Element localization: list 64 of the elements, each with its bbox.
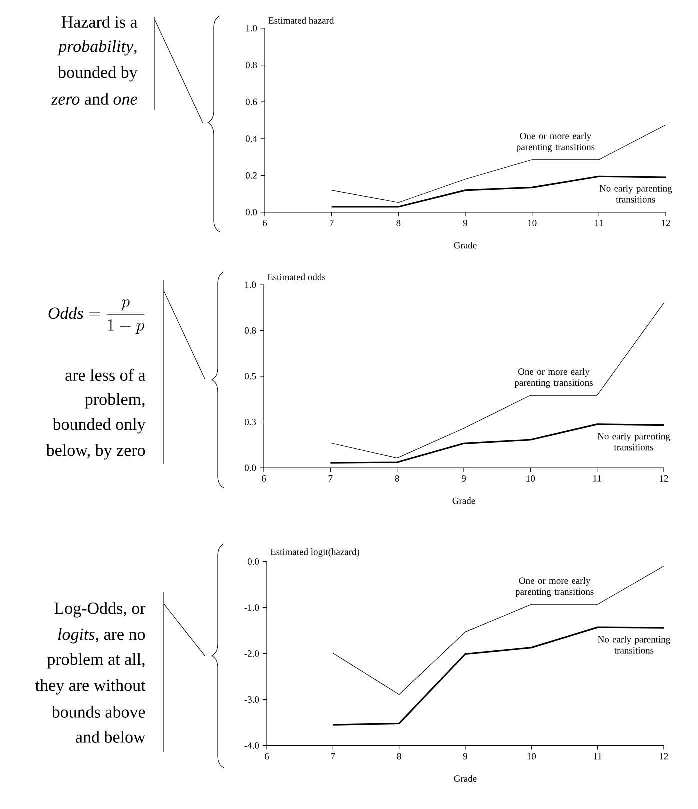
text: problem, (85, 393, 145, 409)
text: logits, are no (58, 628, 146, 644)
y-tick-label: -2.0 (244, 650, 260, 658)
text: below, by zero (46, 444, 146, 460)
x-axis-title: Grade (454, 775, 477, 782)
y-tick-label: 0.0 (248, 558, 260, 566)
x-tick-label: 6 (263, 220, 268, 226)
y-tick-label: 0.6 (246, 98, 258, 106)
x-tick-label: 12 (660, 753, 668, 760)
series-label: No early parenting transitions (598, 636, 670, 654)
x-tick-label: 10 (528, 220, 537, 226)
y-tick-label: -1.0 (244, 604, 260, 612)
y-tick-label: 0.5 (244, 373, 256, 380)
y-axis-title: Estimated hazard (268, 17, 334, 24)
x-tick-label: 8 (397, 753, 402, 760)
text: bounds above (52, 706, 146, 718)
y-axis-title: Estimated odds (268, 274, 326, 280)
text: $\mathit{Odds} = \frac{p}{1-p}$ (48, 300, 145, 334)
text: Hazard is a (62, 16, 138, 28)
x-tick-label: 10 (526, 476, 536, 482)
y-tick-label: -4.0 (244, 742, 260, 750)
x-tick-label: 7 (328, 476, 333, 482)
y-tick-label: 0.8 (246, 62, 258, 69)
text: problem at all, (47, 653, 145, 669)
text: Log-Odds, or (54, 602, 146, 618)
series-label: One or more early parenting transitions (516, 577, 594, 598)
text: bounded only (52, 418, 146, 434)
x-tick-label: 8 (396, 220, 401, 226)
x-tick-label: 9 (463, 220, 468, 226)
x-tick-label: 10 (528, 753, 536, 760)
text: probability, (58, 40, 137, 56)
x-tick-label: 11 (595, 220, 604, 226)
text: they are without (36, 679, 146, 695)
series-label: One or more early parenting transitions (514, 368, 593, 388)
x-tick-label: 12 (662, 220, 670, 226)
y-tick-label: 1.0 (246, 25, 258, 32)
text: and below (76, 731, 146, 743)
x-tick-label: 7 (330, 220, 334, 226)
y-tick-label: 0.0 (246, 209, 258, 216)
y-tick-label: 0.0 (244, 464, 256, 472)
x-tick-label: 8 (395, 476, 400, 482)
series-label: One or more early parenting transitions (516, 132, 595, 152)
series-label: No early parenting transitions (600, 185, 672, 203)
y-axis-title: Estimated logit(hazard) (270, 548, 360, 558)
text: are less of a (66, 368, 146, 382)
y-tick-label: 0.2 (246, 172, 257, 179)
x-tick-label: 12 (660, 476, 668, 482)
x-tick-label: 11 (594, 753, 602, 760)
text: zero and one (51, 93, 138, 105)
x-tick-label: 9 (462, 476, 466, 482)
series-label: No early parenting transitions (598, 432, 670, 451)
y-tick-label: -3.0 (244, 696, 260, 704)
x-axis-title: Grade (454, 242, 477, 249)
y-tick-label: 0.8 (244, 328, 256, 334)
x-tick-label: 6 (265, 753, 270, 760)
x-axis-title: Grade (452, 498, 476, 504)
x-tick-label: 9 (463, 753, 468, 760)
x-tick-label: 6 (262, 476, 266, 482)
y-tick-label: 1.0 (245, 282, 256, 288)
text: bounded by (58, 66, 138, 82)
y-tick-label: 0.4 (246, 136, 258, 142)
x-tick-label: 7 (331, 753, 336, 760)
x-tick-label: 11 (594, 476, 602, 482)
y-tick-label: 0.3 (244, 419, 256, 426)
